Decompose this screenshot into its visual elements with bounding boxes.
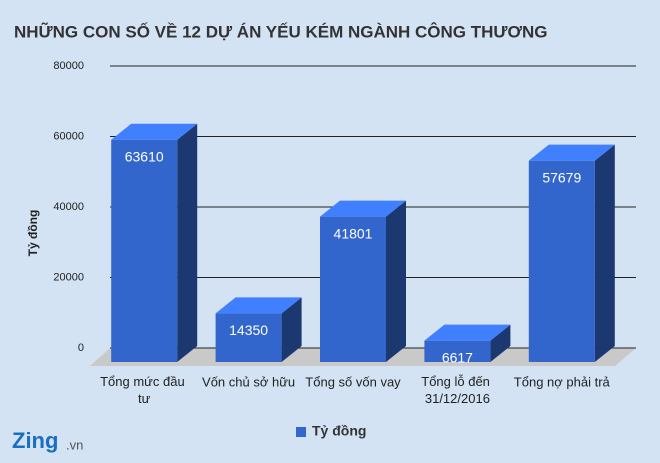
- y-tick-label: 60000: [53, 130, 84, 142]
- y-tick-label: 40000: [53, 201, 84, 213]
- bar-front: [424, 340, 491, 362]
- bar-side: [594, 144, 615, 362]
- bar-front: [528, 160, 595, 362]
- value-label: 14350: [229, 322, 268, 338]
- watermark-brand: Zing: [12, 428, 58, 453]
- bar-front: [111, 139, 178, 362]
- x-tick-label: Tổng lỗ đến 31/12/2016: [421, 374, 493, 406]
- x-tick-label: Vốn chủ sở hữu: [202, 374, 295, 389]
- bar: [111, 123, 198, 362]
- legend-label: Tỷ đồng: [312, 423, 366, 439]
- bar-top: [111, 123, 198, 140]
- x-tick-label: Tổng số vốn vay: [305, 374, 401, 389]
- bar-top: [320, 200, 406, 217]
- value-label: 57679: [542, 169, 581, 185]
- y-tick-label: 80000: [53, 60, 84, 72]
- chart-title: NHỮNG CON SỐ VỀ 12 DỰ ÁN YẾU KÉM NGÀNH C…: [14, 21, 548, 41]
- watermark-domain: .vn: [66, 437, 83, 452]
- x-tick-label: Tổng mức đầu tư: [100, 374, 188, 406]
- x-tick-label: Tổng nợ phải trả: [514, 374, 611, 389]
- y-axis-label: Tỷ đồng: [26, 210, 40, 257]
- bar: [424, 324, 511, 362]
- bar-side: [490, 324, 511, 362]
- bar-side: [281, 297, 302, 362]
- y-tick-label: 0: [78, 342, 84, 354]
- bar: [320, 200, 406, 362]
- value-label: 6617: [442, 349, 473, 365]
- bar-front: [215, 313, 282, 362]
- bar-side: [177, 123, 198, 362]
- bar-top: [528, 144, 615, 161]
- bar-side: [386, 200, 406, 362]
- value-label: 63610: [125, 148, 164, 164]
- legend-swatch: [296, 427, 306, 437]
- bar: [215, 297, 302, 362]
- watermark: Zing .vn: [12, 428, 83, 453]
- bar-top: [424, 324, 511, 341]
- bar-top: [215, 297, 302, 314]
- value-label: 41801: [334, 225, 373, 241]
- y-tick-label: 20000: [53, 271, 84, 283]
- bar-front: [320, 216, 386, 362]
- bar: [528, 144, 615, 362]
